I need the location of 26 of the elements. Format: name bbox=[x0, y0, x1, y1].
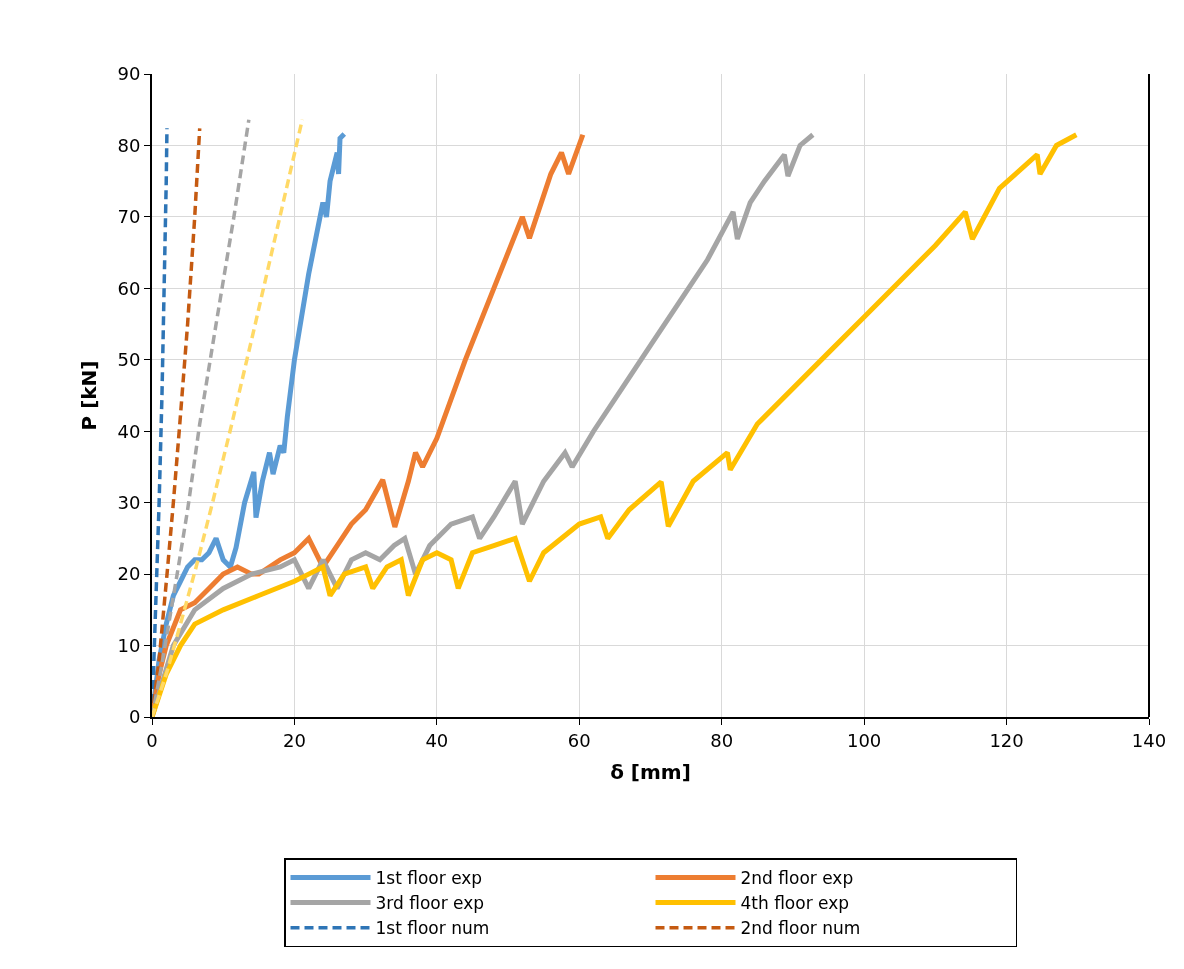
y-tick-label: 80 bbox=[117, 134, 141, 156]
y-tick-label: 30 bbox=[117, 491, 141, 513]
legend-label: 4th floor exp bbox=[740, 893, 850, 914]
x-tick-label: 80 bbox=[710, 729, 734, 751]
x-tick-label: 60 bbox=[567, 729, 591, 751]
y-tick-label: 60 bbox=[117, 277, 141, 299]
y-tick-label: 10 bbox=[117, 634, 141, 656]
legend-label: 2nd floor num bbox=[740, 918, 861, 939]
legend-label: 3rd floor exp bbox=[375, 893, 485, 914]
y-tick-label: 20 bbox=[117, 563, 141, 585]
x-tick-label: 140 bbox=[1131, 729, 1167, 751]
x-tick-label: 20 bbox=[282, 729, 306, 751]
y-axis-title: P [kN] bbox=[77, 360, 102, 431]
x-tick-label: 100 bbox=[846, 729, 882, 751]
x-tick-label: 40 bbox=[425, 729, 449, 751]
x-tick-label: 0 bbox=[146, 729, 158, 751]
y-tick-label: 50 bbox=[117, 349, 141, 371]
y-tick-label: 90 bbox=[117, 63, 141, 85]
legend-label: 1st floor exp bbox=[375, 868, 483, 889]
x-axis-title: δ [mm] bbox=[610, 759, 691, 784]
y-tick-label: 70 bbox=[117, 206, 141, 228]
legend-label: 2nd floor exp bbox=[740, 868, 854, 889]
legend-label: 1st floor num bbox=[375, 918, 490, 939]
x-tick-label: 120 bbox=[989, 729, 1024, 751]
y-tick-label: 0 bbox=[128, 706, 141, 728]
y-tick-label: 40 bbox=[117, 420, 141, 442]
